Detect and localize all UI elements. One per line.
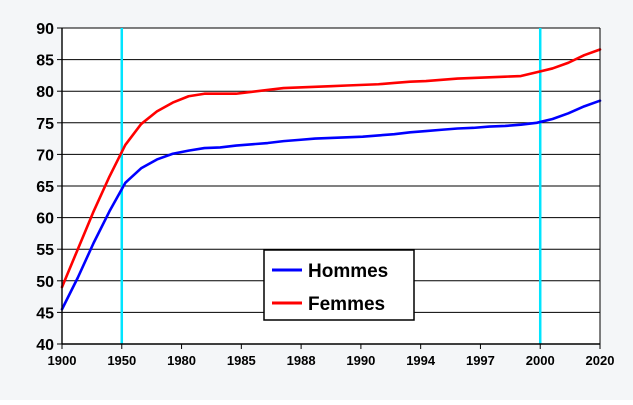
x-axis-ticks: 1900 1950 1980 1985 1988 1990 1994 1997 2000 2020	[48, 344, 615, 368]
x-tick-label: 2020	[586, 353, 615, 368]
x-tick-label: 1994	[406, 353, 436, 368]
reference-lines	[120, 28, 542, 344]
y-tick-label: 85	[36, 53, 54, 70]
x-tick-label: 1997	[466, 353, 495, 368]
series-line-hommes	[60, 99, 602, 311]
x-tick-label: 2000	[526, 353, 555, 368]
grid-lines	[62, 27, 600, 313]
series-lines	[60, 48, 602, 311]
legend-box	[263, 249, 415, 321]
y-tick-label: 40	[36, 337, 54, 354]
legend: Hommes Femmes	[263, 249, 415, 321]
x-tick-label: 1980	[167, 353, 196, 368]
x-tick-label: 1950	[107, 353, 136, 368]
x-tick-label: 1988	[287, 353, 316, 368]
y-tick-label: 60	[36, 211, 54, 228]
x-tick-label: 1990	[346, 353, 375, 368]
y-tick-label: 70	[36, 147, 54, 164]
y-tick-label: 45	[36, 305, 54, 322]
y-axis-ticks: 40 45 50 55 60 65 70 75 80 85 90	[36, 21, 62, 354]
y-tick-label: 90	[36, 21, 54, 38]
y-tick-label: 75	[36, 116, 54, 133]
y-tick-label: 55	[36, 242, 54, 259]
x-tick-label: 1900	[48, 353, 77, 368]
y-tick-label: 65	[36, 179, 54, 196]
y-tick-label: 80	[36, 84, 54, 101]
legend-label-hommes: Hommes	[308, 261, 388, 282]
y-tick-label: 50	[36, 274, 54, 291]
legend-label-femmes: Femmes	[308, 294, 385, 315]
x-tick-label: 1985	[227, 353, 256, 368]
series-line-femmes	[60, 48, 602, 289]
